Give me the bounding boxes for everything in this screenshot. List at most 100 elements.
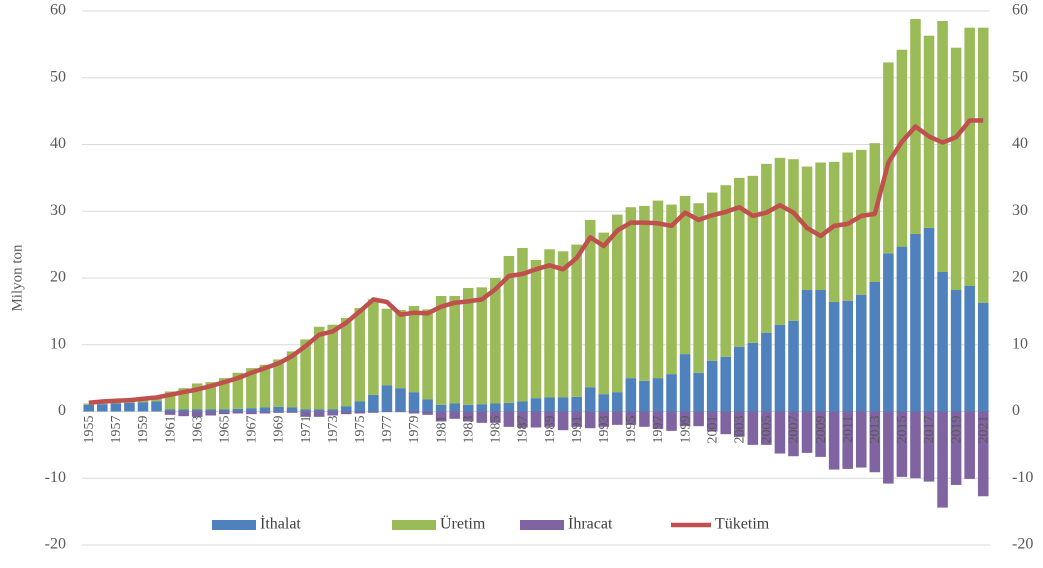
x-tick-label: 1977 [380, 416, 395, 444]
bar [273, 406, 284, 412]
bar [557, 251, 569, 398]
y-axis-label: Milyon ton [9, 244, 25, 312]
bar [950, 411, 962, 485]
x-tick-label: 1987 [516, 416, 531, 444]
bar [273, 411, 284, 413]
x-tick-label: 1965 [218, 416, 233, 444]
bar [151, 401, 162, 412]
x-tick-label: 1959 [136, 416, 151, 444]
bar [476, 404, 488, 412]
bar [801, 411, 813, 453]
bar [368, 299, 379, 395]
bar [219, 409, 230, 412]
bar [137, 402, 149, 412]
bar [246, 408, 257, 412]
bar [761, 163, 772, 333]
bar [652, 411, 664, 429]
bar [910, 233, 921, 412]
bar [232, 411, 244, 414]
x-tick-label: 1961 [163, 416, 178, 444]
bar [191, 383, 203, 410]
bar [368, 394, 379, 412]
bar [855, 294, 867, 412]
bar [584, 411, 596, 429]
x-tick-label: 2011 [841, 416, 856, 443]
bar [178, 411, 189, 417]
y2-tick-label: -10 [1012, 469, 1033, 486]
x-tick-label: 2001 [705, 416, 720, 444]
bar [191, 409, 203, 412]
bar [259, 364, 271, 408]
x-tick-label: 1989 [543, 416, 558, 444]
bar [83, 403, 95, 405]
bar [923, 227, 935, 412]
bar [395, 388, 406, 412]
y2-tick-label: 60 [1012, 2, 1028, 19]
bar [950, 47, 962, 291]
bar [815, 411, 826, 457]
bar [422, 411, 433, 415]
bar [584, 387, 596, 412]
y-tick-label: 50 [50, 68, 66, 85]
bar [476, 287, 488, 405]
bar [964, 27, 975, 287]
bar [503, 411, 515, 427]
bar [571, 411, 582, 427]
bar [219, 378, 230, 410]
bar [232, 372, 244, 409]
bar [788, 411, 799, 457]
x-tick-label: 2021 [976, 416, 991, 444]
bar [761, 411, 772, 445]
bar [883, 253, 894, 412]
bar [544, 397, 555, 412]
bar [327, 324, 339, 410]
x-tick-label: 2013 [868, 416, 883, 444]
bar [842, 152, 853, 301]
bar [815, 290, 826, 412]
x-tick-label: 1969 [272, 416, 287, 444]
bar [855, 411, 867, 468]
bar [747, 175, 759, 343]
bar [205, 411, 217, 416]
bar [693, 411, 704, 427]
bar [557, 397, 569, 412]
y2-tick-label: 10 [1012, 335, 1028, 352]
bar [964, 286, 975, 412]
bar [937, 411, 948, 508]
bar [639, 411, 650, 427]
y-tick-label: 40 [50, 135, 66, 152]
x-tick-label: 1985 [489, 415, 504, 443]
line [88, 118, 984, 406]
bar [340, 406, 352, 412]
bar [598, 411, 610, 427]
legend-swatch [520, 520, 564, 530]
y2-tick-label: 40 [1012, 135, 1028, 152]
bar [625, 411, 637, 425]
bar [544, 249, 555, 398]
bar [435, 411, 447, 422]
x-tick-label: 2005 [760, 416, 775, 444]
bar [219, 411, 230, 415]
bar [828, 161, 840, 303]
bar [679, 195, 691, 355]
y-tick-label: 20 [50, 269, 66, 286]
bar [571, 244, 582, 397]
bar [381, 385, 393, 412]
bar [435, 404, 447, 412]
bar [693, 203, 704, 373]
bar [652, 378, 664, 412]
bar [815, 162, 826, 291]
bar [896, 246, 908, 412]
y-tick-label: 60 [50, 2, 66, 19]
bar [232, 408, 244, 412]
bar [652, 200, 664, 379]
bar [422, 309, 433, 400]
bar [490, 411, 501, 423]
y-tick-label: -20 [45, 536, 66, 553]
x-tick-label: 2009 [814, 416, 829, 444]
bar [124, 402, 135, 412]
x-tick-label: 1997 [651, 416, 666, 444]
bar [313, 326, 325, 410]
bar [259, 411, 271, 414]
